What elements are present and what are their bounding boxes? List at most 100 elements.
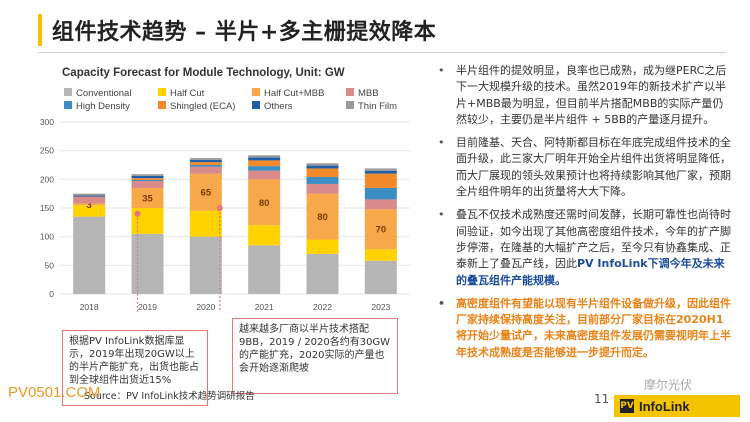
legend-label: High Density bbox=[76, 101, 130, 112]
bar-segment bbox=[306, 193, 339, 240]
title-accent-bar bbox=[38, 14, 42, 46]
bar-segment bbox=[248, 179, 281, 226]
title-divider bbox=[38, 52, 726, 53]
bar-segment bbox=[364, 173, 397, 188]
bar-segment bbox=[189, 158, 222, 160]
y-tick-label: 50 bbox=[45, 260, 55, 270]
legend-label: Conventional bbox=[76, 88, 131, 99]
y-tick-label: 100 bbox=[40, 232, 54, 242]
callout-2019: 根据PV InfoLink数据库显示，2019年出现20GW以上的半片产能扩充，… bbox=[62, 330, 208, 406]
y-tick-label: 250 bbox=[40, 146, 54, 156]
bar-segment bbox=[248, 160, 281, 167]
bar-segment bbox=[306, 163, 339, 166]
x-tick-label: 2018 bbox=[80, 302, 99, 312]
bar-segment bbox=[189, 173, 222, 211]
bar-segment bbox=[248, 155, 281, 158]
bar-segment bbox=[73, 203, 106, 206]
bullet-text: 叠瓦不仅技术成熟度还需时间发酵，长期可靠性也尚待时间验证，如今出现了其他高密度组… bbox=[456, 208, 731, 271]
bar-segment bbox=[131, 233, 164, 294]
bar-segment bbox=[306, 239, 339, 254]
data-label: 35 bbox=[142, 193, 153, 204]
bar-segment bbox=[248, 225, 281, 246]
callout-dot bbox=[134, 210, 141, 217]
bar-segment bbox=[248, 166, 281, 171]
bullet-text: 半片组件的提效明显，良率也已成熟，成为继PERC之后下一大规模升级的技术。虽然2… bbox=[456, 64, 727, 126]
bar-segment bbox=[73, 196, 106, 204]
chart-title: Capacity Forecast for Module Technology,… bbox=[62, 67, 345, 79]
bar-segment bbox=[189, 165, 222, 167]
bar-segment bbox=[248, 157, 281, 161]
bar-segment bbox=[364, 199, 397, 210]
bar-segment bbox=[306, 168, 339, 178]
bullet-item: 叠瓦不仅技术成熟度还需时间发酵，长期可靠性也尚待时间验证，如今出现了其他高密度组… bbox=[432, 207, 732, 288]
bar-segment bbox=[73, 205, 106, 217]
bar-segment bbox=[189, 210, 222, 237]
bullet-text: 目前隆基、天合、阿特斯都目标在年底完成组件技术的全面升级，此三家大厂明年开始全片… bbox=[456, 136, 731, 199]
x-tick-label: 2022 bbox=[313, 302, 332, 312]
source-note: Source：PV InfoLink技术趋势调研报告 bbox=[84, 391, 255, 402]
bar-segment bbox=[131, 175, 164, 179]
x-tick-label: 2019 bbox=[138, 302, 157, 312]
bar-segment bbox=[73, 193, 106, 196]
legend-swatch bbox=[64, 88, 72, 96]
legend-label: Thin Film bbox=[358, 101, 397, 112]
page-number: 11 bbox=[594, 392, 610, 406]
bullet-item: 半片组件的提效明显，良率也已成熟，成为继PERC之后下一大规模升级的技术。虽然2… bbox=[432, 63, 732, 128]
legend-swatch bbox=[252, 88, 260, 96]
y-tick-label: 0 bbox=[49, 289, 54, 299]
legend-label: Half Cut bbox=[170, 88, 205, 99]
bar-segment bbox=[131, 181, 164, 188]
legend-swatch bbox=[252, 101, 260, 109]
bar-segment bbox=[364, 187, 397, 200]
callout-2020: 越来越多厂商以半片技术搭配9BB，2019 / 2020各约有30GW的产能扩充… bbox=[232, 318, 398, 394]
bar-segment bbox=[364, 168, 397, 171]
legend-swatch bbox=[346, 88, 354, 96]
watermark-site: PV0501.COM bbox=[8, 384, 101, 401]
data-label: 65 bbox=[201, 188, 212, 199]
x-tick-label: 2021 bbox=[255, 302, 274, 312]
x-tick-label: 2020 bbox=[196, 302, 215, 312]
bar-segment bbox=[189, 159, 222, 163]
callout-dot bbox=[216, 205, 223, 211]
legend-label: Shingled (ECA) bbox=[170, 101, 235, 112]
bar-segment bbox=[306, 177, 339, 184]
bar-segment bbox=[364, 170, 397, 174]
capacity-forecast-chart: Conventional Half Cut Half Cut+MBB MBB High … bbox=[40, 88, 410, 312]
bullet-text: 高密度组件有望能以现有半片组件设备做升级，因此组件厂家持续保持高度关注，目前部分… bbox=[456, 296, 731, 359]
legend-swatch bbox=[158, 88, 166, 96]
bar-segment bbox=[248, 170, 281, 180]
y-tick-label: 150 bbox=[40, 203, 54, 213]
bar-segment bbox=[306, 253, 339, 294]
data-label: 80 bbox=[317, 212, 328, 223]
watermark-social: 摩尔光伏 bbox=[644, 378, 693, 392]
bar-segment bbox=[364, 209, 397, 250]
bar-segment bbox=[248, 245, 281, 294]
legend-swatch bbox=[158, 101, 166, 109]
legend-label: Others bbox=[264, 101, 293, 112]
bar-segment bbox=[306, 183, 339, 194]
bar-segment bbox=[189, 162, 222, 165]
bar-segment bbox=[131, 178, 164, 180]
infolink-logo: PV InfoLink bbox=[614, 395, 740, 417]
data-label: 80 bbox=[259, 198, 270, 209]
bullet-list: 半片组件的提效明显，良率也已成熟，成为继PERC之后下一大规模升级的技术。虽然2… bbox=[432, 63, 732, 368]
legend-label: Half Cut+MBB bbox=[264, 88, 324, 99]
bar-segment bbox=[189, 166, 222, 174]
bullet-item: 高密度组件有望能以现有半片组件设备做升级，因此组件厂家持续保持高度关注，目前部分… bbox=[432, 296, 732, 361]
bullet-item: 目前隆基、天合、阿特斯都目标在年底完成组件技术的全面升级，此三家大厂明年开始全片… bbox=[432, 135, 732, 200]
slide-title: 组件技术趋势 – 半片+多主栅提效降本 bbox=[52, 20, 437, 45]
data-label: 70 bbox=[376, 225, 387, 236]
legend-swatch bbox=[346, 101, 354, 109]
legend-label: MBB bbox=[358, 88, 379, 99]
data-label: 3 bbox=[87, 200, 92, 211]
bar-segment bbox=[131, 179, 164, 182]
bar-segment bbox=[364, 260, 397, 294]
bar-segment bbox=[364, 249, 397, 261]
x-tick-label: 2023 bbox=[371, 302, 390, 312]
bullet-highlight: PV InfoLink下调今年及未来的叠瓦组件产能规模。 bbox=[456, 257, 725, 287]
legend-swatch bbox=[64, 101, 72, 109]
bar-segment bbox=[73, 216, 106, 294]
bar-segment bbox=[131, 174, 164, 176]
bar-segment bbox=[131, 187, 164, 208]
logo-text: InfoLink bbox=[639, 398, 690, 414]
